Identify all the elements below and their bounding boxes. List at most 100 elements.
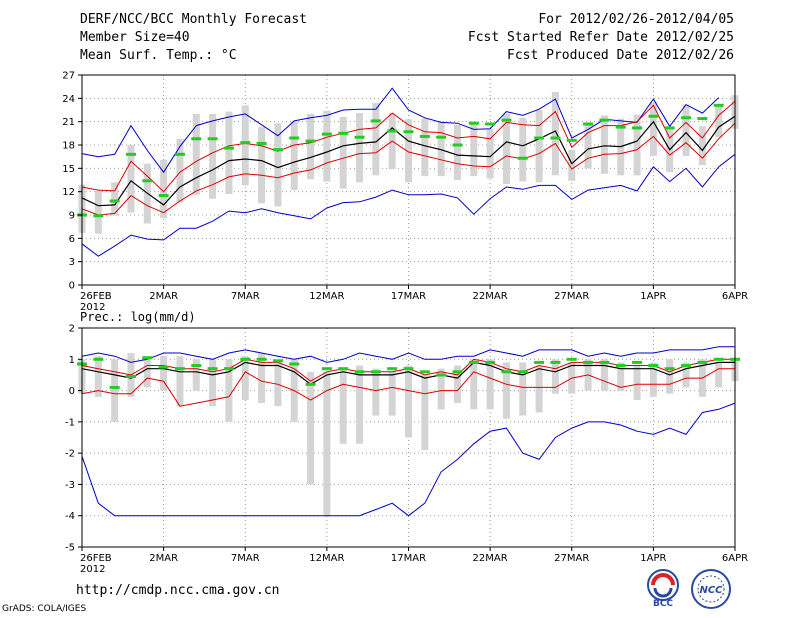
prec-xtick-label: 7MAR xyxy=(231,553,260,564)
ncc-logo-text: NCC xyxy=(699,585,723,596)
prec-observed-marker xyxy=(697,360,708,364)
prec-ensemble-box xyxy=(111,359,119,422)
prec-ensemble-box xyxy=(160,356,168,391)
prec-observed-marker xyxy=(436,373,447,377)
prec-ensemble-box xyxy=(323,371,331,516)
temp-ytick-label: 3 xyxy=(69,257,75,268)
temp-observed-marker xyxy=(648,114,659,118)
temp-observed-marker xyxy=(468,121,479,125)
temp-observed-marker xyxy=(452,143,463,147)
produced-date: Fcst Produced Date 2012/02/26 xyxy=(507,48,734,63)
temp-observed-marker xyxy=(240,141,251,145)
prec-ensemble-box xyxy=(372,368,380,416)
prec-ytick-label: 0 xyxy=(69,386,75,397)
prec-ensemble-box xyxy=(502,362,510,419)
temp-xtick-label: 12MAR xyxy=(309,291,344,302)
temp-ytick-label: 6 xyxy=(69,234,75,245)
temp-observed-marker xyxy=(125,152,136,156)
prec-ensemble-box xyxy=(209,359,217,407)
temp-observed-marker xyxy=(223,146,234,150)
temp-ensemble-box xyxy=(453,124,461,180)
temp-ensemble-box xyxy=(192,113,200,195)
temp-ensemble-box xyxy=(519,117,527,182)
prec-observed-marker xyxy=(583,360,594,364)
temp-observed-marker xyxy=(191,137,202,141)
website-url[interactable]: http://cmdp.ncc.cma.gov.cn xyxy=(76,583,280,598)
prec-observed-marker xyxy=(452,370,463,374)
prec-ensemble-box xyxy=(437,368,445,410)
prec-observed-marker xyxy=(517,370,528,374)
temp-observed-marker xyxy=(583,122,594,126)
prec-observed-marker xyxy=(305,382,316,386)
temp-xtick-label: 22MAR xyxy=(473,291,508,302)
prec-xtick-label: 1APR xyxy=(640,553,666,564)
prec-observed-marker xyxy=(272,359,283,363)
temp-observed-marker xyxy=(550,136,561,140)
bcc-logo-text: BCC xyxy=(653,599,673,608)
temp-ensemble-box xyxy=(160,159,168,219)
temp-ensemble-box xyxy=(535,110,543,183)
temp-ytick-label: 15 xyxy=(62,164,75,175)
temp-observed-marker xyxy=(354,135,365,139)
temp-observed-marker xyxy=(566,138,577,142)
temp-xtick-label: 7MAR xyxy=(231,291,260,302)
prec-ensemble-box xyxy=(633,365,641,400)
temp-ytick-label: 9 xyxy=(69,211,75,222)
prec-observed-marker xyxy=(550,360,561,364)
temp-observed-marker xyxy=(501,118,512,122)
temp-observed-marker xyxy=(338,131,349,135)
prec-observed-marker xyxy=(223,367,234,371)
prec-ytick-label: -5 xyxy=(65,543,75,554)
prec-observed-marker xyxy=(485,360,496,364)
temp-ensemble-box xyxy=(437,120,445,177)
prec-observed-marker xyxy=(632,360,643,364)
member-size: Member Size=40 xyxy=(80,30,190,45)
temp-ytick-label: 21 xyxy=(62,117,75,128)
temp-ensemble-box xyxy=(356,113,364,183)
temp-line-spread_lower xyxy=(81,122,736,216)
temp-xtick-label: 17MAR xyxy=(391,291,426,302)
prec-line-min xyxy=(81,402,736,517)
prec-xtick-label: 12MAR xyxy=(309,553,344,564)
prec-observed-marker xyxy=(354,370,365,374)
temp-ensemble-box xyxy=(421,118,429,177)
temp-ensemble-box xyxy=(127,145,135,213)
prec-observed-marker xyxy=(109,385,120,389)
temp-ensemble-box xyxy=(682,104,690,156)
prec-observed-marker xyxy=(256,357,267,361)
prec-observed-marker xyxy=(534,360,545,364)
temp-line-max xyxy=(81,87,720,174)
temp-ensemble-box xyxy=(258,127,266,204)
temp-ensemble-box xyxy=(241,105,249,186)
prec-ytick-label: 1 xyxy=(69,355,75,366)
temp-observed-marker xyxy=(370,119,381,123)
prec-observed-marker xyxy=(664,367,675,371)
temp-ensemble-box xyxy=(633,114,641,176)
prec-observed-marker xyxy=(681,364,692,368)
temp-line-spread_upper xyxy=(81,101,736,193)
temp-observed-marker xyxy=(272,148,283,152)
prec-observed-marker xyxy=(191,364,202,368)
temp-ytick-label: 0 xyxy=(69,281,75,292)
prec-ensemble-box xyxy=(258,353,266,404)
prec-ensemble-box xyxy=(405,365,412,438)
prec-observed-marker xyxy=(125,374,136,378)
prec-observed-marker xyxy=(174,367,185,371)
temp-observed-marker xyxy=(419,134,430,138)
temp-observed-marker xyxy=(485,122,496,126)
temp-xtick-label: 26FEB xyxy=(80,291,112,302)
variable-label-temp: Mean Surf. Temp.: °C xyxy=(80,48,237,63)
prec-xtick-label: 2MAR xyxy=(149,553,178,564)
temp-ensemble-box xyxy=(176,138,184,203)
temp-observed-marker xyxy=(158,194,169,198)
temp-ensemble-box xyxy=(225,111,233,194)
prec-observed-marker xyxy=(648,364,659,368)
temp-observed-marker xyxy=(681,116,692,120)
prec-observed-marker xyxy=(419,370,430,374)
prec-observed-marker xyxy=(713,357,724,361)
prec-xtick-label: 27MAR xyxy=(554,553,589,564)
chart-title: DERF/NCC/BCC Monthly Forecast xyxy=(80,12,307,27)
prec-observed-marker xyxy=(321,367,332,371)
temp-observed-marker xyxy=(305,139,316,143)
